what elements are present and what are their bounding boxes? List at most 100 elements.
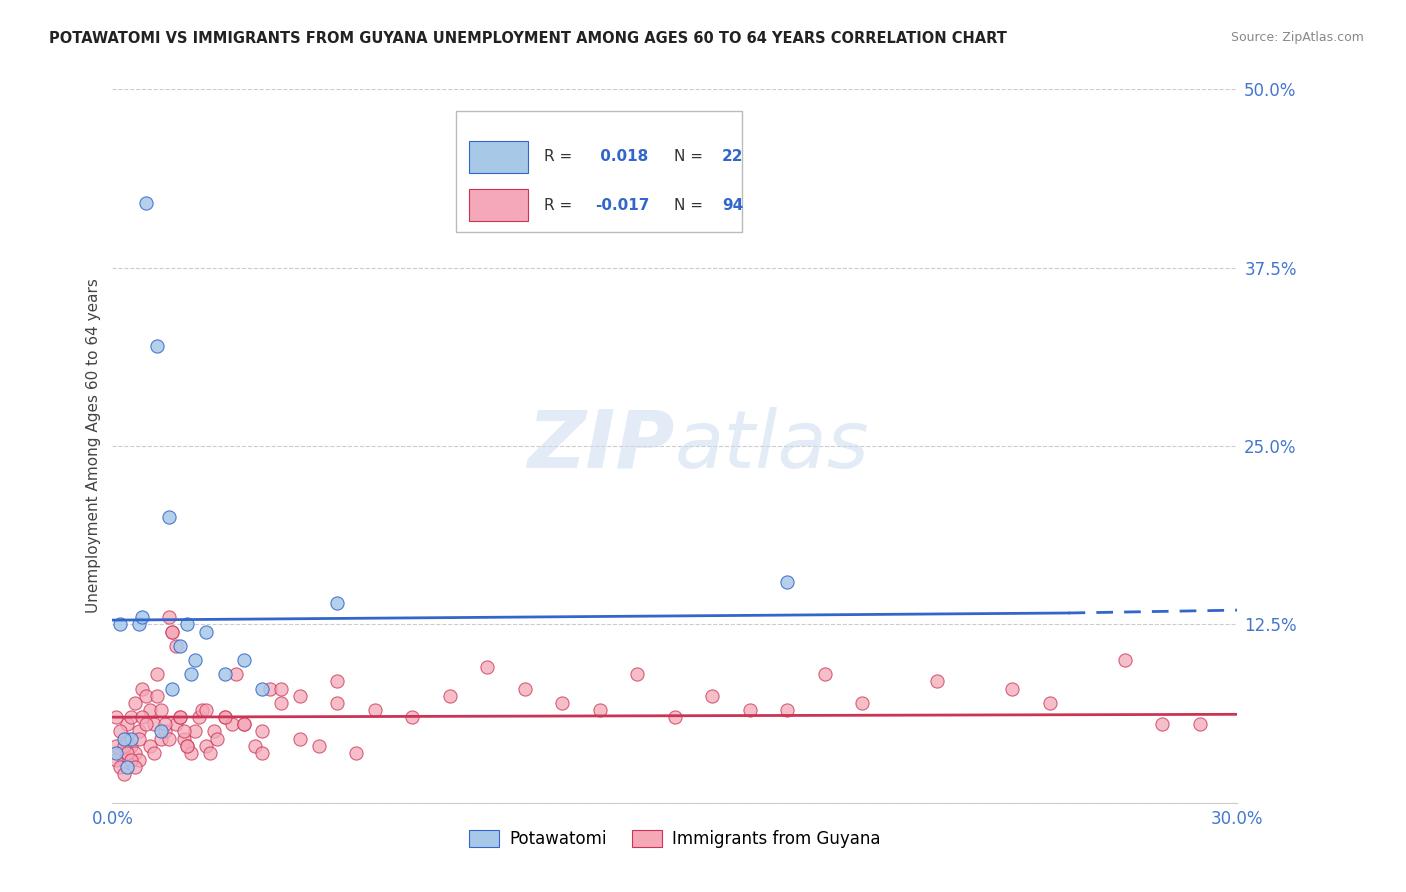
Point	[270, 681, 292, 696]
Point	[1001, 681, 1024, 696]
Point	[176, 739, 198, 753]
Text: R =: R =	[544, 149, 578, 164]
Point	[401, 710, 423, 724]
Point	[108, 760, 131, 774]
Point	[162, 624, 184, 639]
Point	[124, 760, 146, 774]
Text: atlas: atlas	[675, 407, 870, 485]
Point	[207, 731, 229, 746]
Point	[513, 681, 536, 696]
Point	[117, 746, 139, 760]
Bar	[456, 111, 742, 232]
Point	[128, 724, 150, 739]
Point	[814, 667, 837, 681]
Point	[176, 617, 198, 632]
Point	[105, 710, 128, 724]
Point	[1039, 696, 1062, 710]
Point	[214, 667, 236, 681]
Point	[344, 746, 367, 760]
Point	[243, 739, 266, 753]
Point	[232, 717, 254, 731]
Point	[551, 696, 574, 710]
Point	[146, 339, 169, 353]
Point	[326, 696, 349, 710]
Point	[162, 624, 184, 639]
Point	[173, 731, 195, 746]
Point	[150, 731, 173, 746]
Point	[176, 739, 198, 753]
Point	[214, 710, 236, 724]
Point	[169, 639, 191, 653]
Point	[165, 639, 187, 653]
Point	[124, 696, 146, 710]
Point	[1188, 717, 1211, 731]
Point	[150, 724, 173, 739]
Point	[135, 689, 157, 703]
Point	[157, 610, 180, 624]
Point	[195, 739, 218, 753]
Point	[308, 739, 330, 753]
Point	[105, 746, 128, 760]
Point	[232, 717, 254, 731]
Y-axis label: Unemployment Among Ages 60 to 64 years: Unemployment Among Ages 60 to 64 years	[86, 278, 101, 614]
Point	[105, 739, 128, 753]
Point	[120, 731, 142, 746]
Point	[131, 610, 153, 624]
Point	[184, 724, 207, 739]
Point	[120, 739, 142, 753]
Point	[270, 696, 292, 710]
Point	[776, 703, 799, 717]
Point	[142, 746, 165, 760]
Point	[128, 731, 150, 746]
Point	[477, 660, 499, 674]
Point	[139, 703, 162, 717]
Point	[326, 674, 349, 689]
Point	[252, 724, 274, 739]
Text: Source: ZipAtlas.com: Source: ZipAtlas.com	[1230, 31, 1364, 45]
Point	[1152, 717, 1174, 731]
Point	[214, 710, 236, 724]
Bar	[470, 189, 527, 221]
Point	[150, 703, 173, 717]
Point	[142, 717, 165, 731]
Point	[157, 510, 180, 524]
Point	[146, 689, 169, 703]
Point	[120, 710, 142, 724]
Point	[153, 724, 176, 739]
Text: N =: N =	[673, 198, 707, 212]
Point	[776, 574, 799, 589]
Text: 94: 94	[723, 198, 744, 212]
Point	[165, 717, 187, 731]
Text: N =: N =	[673, 149, 707, 164]
Point	[252, 681, 274, 696]
Point	[626, 667, 648, 681]
Point	[184, 653, 207, 667]
Point	[105, 753, 128, 767]
Point	[162, 681, 184, 696]
Point	[198, 746, 221, 760]
Point	[364, 703, 387, 717]
Text: 22: 22	[723, 149, 744, 164]
Point	[259, 681, 281, 696]
Point	[225, 667, 247, 681]
Text: R =: R =	[544, 198, 578, 212]
Point	[927, 674, 949, 689]
Point	[120, 753, 142, 767]
Point	[157, 731, 180, 746]
Point	[702, 689, 724, 703]
Text: ZIP: ZIP	[527, 407, 675, 485]
Point	[108, 746, 131, 760]
Point	[195, 703, 218, 717]
Point	[191, 703, 214, 717]
Legend: Potawatomi, Immigrants from Guyana: Potawatomi, Immigrants from Guyana	[463, 823, 887, 855]
Point	[326, 596, 349, 610]
Point	[180, 746, 202, 760]
Point	[146, 667, 169, 681]
Point	[128, 753, 150, 767]
Point	[117, 760, 139, 774]
Point	[139, 739, 162, 753]
Point	[589, 703, 612, 717]
Point	[108, 617, 131, 632]
Point	[124, 746, 146, 760]
Text: POTAWATOMI VS IMMIGRANTS FROM GUYANA UNEMPLOYMENT AMONG AGES 60 TO 64 YEARS CORR: POTAWATOMI VS IMMIGRANTS FROM GUYANA UNE…	[49, 31, 1007, 46]
